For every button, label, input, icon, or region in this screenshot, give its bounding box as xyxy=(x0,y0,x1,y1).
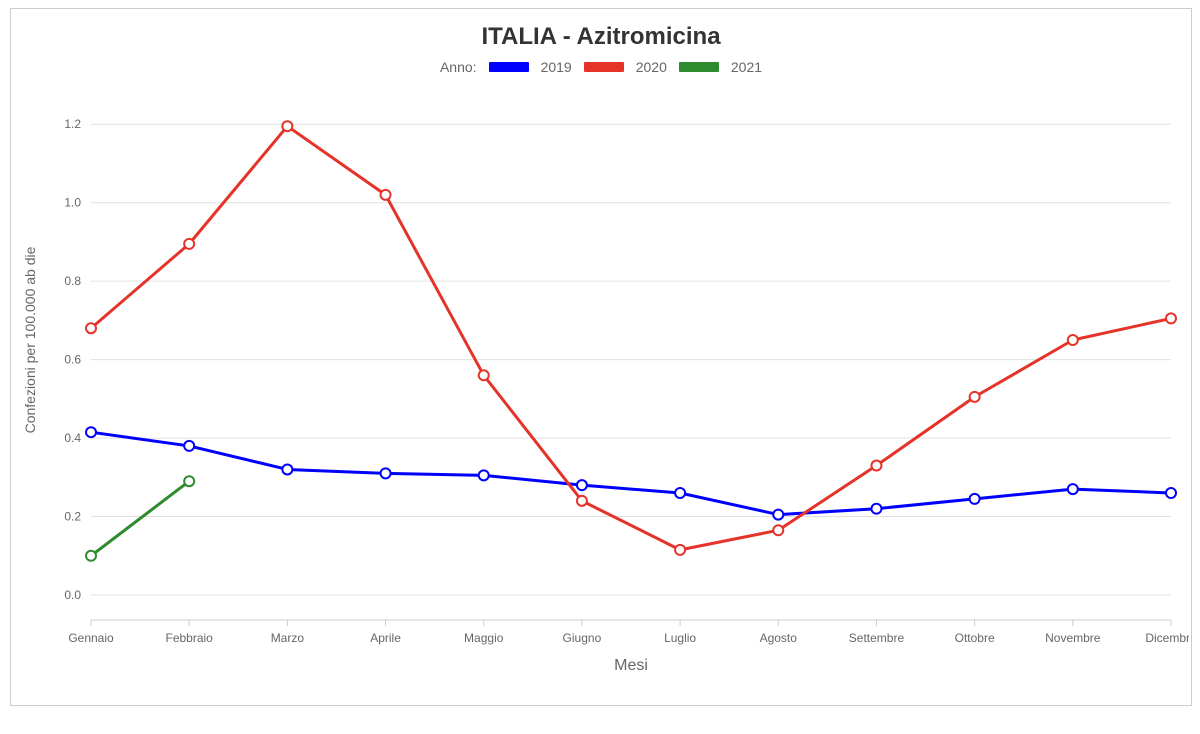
x-tick-label: Agosto xyxy=(760,631,798,645)
chart-panel: ITALIA - Azitromicina Anno: 2019 2020 2021… xyxy=(10,8,1192,706)
x-tick-label: Dicembre xyxy=(1145,631,1189,645)
legend-swatch-2021 xyxy=(679,62,719,72)
y-tick-label: 0.4 xyxy=(64,431,81,445)
y-tick-label: 0.2 xyxy=(64,510,81,524)
series-marker-2020 xyxy=(479,370,489,380)
x-tick-label: Marzo xyxy=(271,631,305,645)
series-marker-2020 xyxy=(184,239,194,249)
y-tick-label: 0.0 xyxy=(64,588,81,602)
x-tick-label: Gennaio xyxy=(68,631,114,645)
series-marker-2021 xyxy=(86,551,96,561)
series-marker-2020 xyxy=(1166,313,1176,323)
series-marker-2019 xyxy=(381,468,391,478)
x-tick-label: Novembre xyxy=(1045,631,1101,645)
series-marker-2019 xyxy=(1068,484,1078,494)
series-marker-2019 xyxy=(773,510,783,520)
series-line-2019 xyxy=(91,432,1171,514)
series-marker-2019 xyxy=(577,480,587,490)
x-tick-label: Maggio xyxy=(464,631,504,645)
series-marker-2020 xyxy=(577,496,587,506)
series-marker-2020 xyxy=(773,525,783,535)
series-marker-2020 xyxy=(381,190,391,200)
x-tick-label: Ottobre xyxy=(955,631,995,645)
x-tick-label: Settembre xyxy=(849,631,905,645)
series-line-2020 xyxy=(91,126,1171,550)
series-marker-2019 xyxy=(871,504,881,514)
series-marker-2019 xyxy=(282,464,292,474)
x-tick-label: Febbraio xyxy=(165,631,213,645)
legend-label-2019: 2019 xyxy=(541,59,572,75)
y-tick-label: 0.8 xyxy=(64,274,81,288)
chart-plot: 0.0 0.2 0.4 0.6 0.8 1.0 1.2 Gennaio Febbraio Marz… xyxy=(11,75,1189,675)
series-marker-2019 xyxy=(970,494,980,504)
chart-legend: Anno: 2019 2020 2021 xyxy=(11,59,1191,75)
chart-frame: ITALIA - Azitromicina Anno: 2019 2020 2021… xyxy=(0,0,1200,734)
y-axis-label: Confezioni per 100.000 ab die xyxy=(22,246,38,433)
x-axis-label: Mesi xyxy=(614,657,648,674)
series-marker-2020 xyxy=(86,323,96,333)
legend-swatch-2019 xyxy=(489,62,529,72)
series-marker-2019 xyxy=(675,488,685,498)
series-marker-2020 xyxy=(1068,335,1078,345)
legend-label-2020: 2020 xyxy=(636,59,667,75)
series-marker-2019 xyxy=(86,427,96,437)
x-tick-label: Giugno xyxy=(563,631,602,645)
y-tick-label: 1.0 xyxy=(64,196,81,210)
series-marker-2020 xyxy=(871,461,881,471)
series-marker-2020 xyxy=(970,392,980,402)
series-marker-2020 xyxy=(675,545,685,555)
x-tick-label: Luglio xyxy=(664,631,696,645)
legend-label-2021: 2021 xyxy=(731,59,762,75)
y-tick-label: 1.2 xyxy=(64,117,81,131)
series-marker-2019 xyxy=(479,470,489,480)
chart-title: ITALIA - Azitromicina xyxy=(11,9,1191,59)
legend-swatch-2020 xyxy=(584,62,624,72)
series-marker-2019 xyxy=(184,441,194,451)
series-marker-2021 xyxy=(184,476,194,486)
series-marker-2019 xyxy=(1166,488,1176,498)
series-line-2021 xyxy=(91,481,189,556)
series-marker-2020 xyxy=(282,121,292,131)
legend-prefix: Anno: xyxy=(440,59,477,75)
y-tick-label: 0.6 xyxy=(64,353,81,367)
x-tick-label: Aprile xyxy=(370,631,401,645)
